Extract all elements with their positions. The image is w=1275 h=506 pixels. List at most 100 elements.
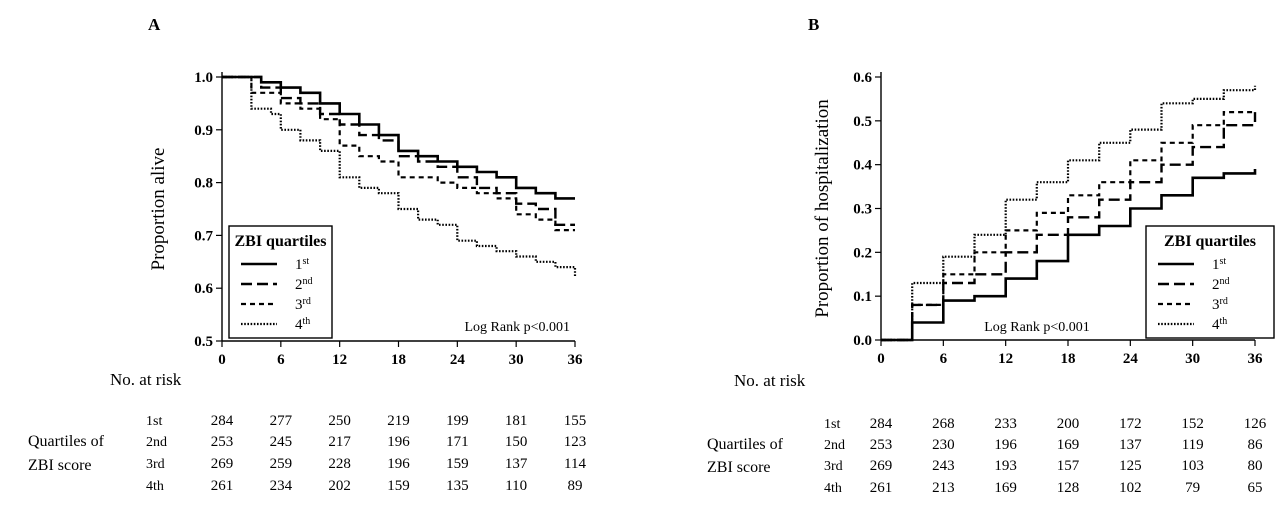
- y-tick-label: 0.9: [194, 123, 213, 139]
- legend-title: ZBI quartiles: [234, 233, 326, 250]
- risk-value: 125: [1119, 458, 1142, 474]
- risk-value: 150: [505, 434, 528, 450]
- risk-value: 152: [1181, 416, 1204, 432]
- risk-value: 269: [870, 458, 893, 474]
- series-line-4th: [222, 75, 577, 278]
- risk-value: 233: [994, 416, 1017, 432]
- x-tick-label: 30: [509, 352, 524, 368]
- risk-value: 219: [387, 413, 410, 429]
- series-line-4th: [881, 85, 1257, 342]
- risk-row-label: 2nd: [146, 435, 167, 450]
- risk-value: 202: [328, 478, 351, 494]
- log-rank-annotation: Log Rank p<0.001: [465, 320, 571, 335]
- y-tick-label: 0.5: [853, 114, 872, 130]
- risk-value: 102: [1119, 480, 1142, 496]
- risk-value: 259: [270, 456, 293, 472]
- y-tick-label: 0.0: [853, 333, 872, 349]
- x-tick-label: 0: [218, 352, 226, 368]
- y-tick-label: 0.5: [194, 334, 213, 350]
- risk-value: 261: [870, 480, 893, 496]
- risk-value: 135: [446, 478, 469, 494]
- legend-entry: 3rd: [1212, 296, 1228, 314]
- y-tick-label: 1.0: [194, 70, 213, 86]
- legend-entry: 1st: [295, 256, 309, 274]
- risk-value: 253: [870, 437, 893, 453]
- x-tick-label: 30: [1185, 351, 1200, 367]
- series-line-1st: [222, 75, 575, 200]
- x-tick-label: 24: [1123, 351, 1139, 367]
- risk-value: 155: [564, 413, 587, 429]
- legend: ZBI quartiles 1st 2nd 3rd 4th: [228, 225, 333, 339]
- risk-row-label: 3rd: [146, 457, 165, 472]
- risk-value: 123: [564, 434, 587, 450]
- risk-row-label: 1st: [824, 417, 840, 432]
- log-rank-annotation: Log Rank p<0.001: [984, 320, 1090, 335]
- legend-entry: 4th: [295, 316, 310, 334]
- y-axis-label: Proportion alive: [148, 148, 169, 271]
- risk-value: 196: [387, 434, 410, 450]
- risk-value: 193: [994, 458, 1017, 474]
- x-tick-label: 6: [940, 351, 948, 367]
- legend-box: [228, 225, 333, 339]
- panel-label: B: [808, 15, 819, 34]
- risk-value: 200: [1057, 416, 1080, 432]
- series-line-3rd: [222, 75, 575, 232]
- risk-value: 126: [1244, 416, 1267, 432]
- risk-row-label: 4th: [824, 481, 842, 496]
- x-tick-label: 6: [277, 352, 285, 368]
- y-tick-label: 0.6: [853, 70, 872, 86]
- legend-entry: 4th: [1212, 316, 1227, 334]
- x-tick-label: 0: [877, 351, 885, 367]
- risk-value: 277: [270, 413, 293, 429]
- risk-value: 213: [932, 480, 955, 496]
- risk-table: No. at risk Quartiles of ZBI score 1st 284 27…: [28, 370, 586, 494]
- risk-value: 253: [211, 434, 234, 450]
- risk-value: 284: [870, 416, 893, 432]
- risk-value: 245: [270, 434, 293, 450]
- risk-value: 89: [568, 478, 583, 494]
- legend-entry: 1st: [1212, 256, 1226, 274]
- risk-value: 65: [1248, 480, 1263, 496]
- risk-value: 80: [1248, 458, 1263, 474]
- y-tick-label: 0.6: [194, 281, 213, 297]
- risk-value: 114: [564, 456, 586, 472]
- y-tick-label: 0.8: [194, 176, 213, 192]
- risk-value: 217: [328, 434, 351, 450]
- risk-value: 157: [1057, 458, 1080, 474]
- y-tick-label: 0.4: [853, 158, 872, 174]
- risk-value: 230: [932, 437, 955, 453]
- risk-row-label: 3rd: [824, 459, 843, 474]
- risk-value: 86: [1248, 437, 1264, 453]
- y-tick-label: 0.7: [194, 228, 213, 244]
- x-tick-label: 18: [1061, 351, 1076, 367]
- y-tick-label: 0.1: [853, 289, 872, 305]
- risk-value: 228: [328, 456, 351, 472]
- risk-value: 196: [994, 437, 1017, 453]
- x-tick-label: 12: [332, 352, 347, 368]
- chart-panel-b: B 0.0 0.1 0.2 0.3 0.4 0.5 0.6 0 6 12 18 24 30 36 Propor…: [707, 15, 1275, 496]
- legend: ZBI quartiles 1st 2nd 3rd 4th: [1145, 225, 1275, 339]
- risk-value: 196: [387, 456, 410, 472]
- risk-table-heading: No. at risk: [110, 370, 182, 389]
- risk-value: 159: [446, 456, 469, 472]
- risk-value: 269: [211, 456, 234, 472]
- x-tick-label: 18: [391, 352, 406, 368]
- panel-label: A: [148, 15, 161, 34]
- legend-entry: 2nd: [1212, 276, 1230, 294]
- y-tick-label: 0.2: [853, 245, 872, 261]
- risk-row-label: 4th: [146, 479, 164, 494]
- risk-value: 234: [270, 478, 293, 494]
- x-tick-label: 36: [568, 352, 584, 368]
- legend-entry: 3rd: [295, 296, 311, 314]
- risk-value: 137: [505, 456, 528, 472]
- risk-value: 171: [446, 434, 469, 450]
- risk-value: 128: [1057, 480, 1080, 496]
- risk-value: 103: [1181, 458, 1204, 474]
- risk-value: 172: [1119, 416, 1142, 432]
- risk-value: 181: [505, 413, 528, 429]
- risk-value: 79: [1185, 480, 1200, 496]
- risk-value: 110: [505, 478, 527, 494]
- risk-value: 169: [1057, 437, 1080, 453]
- x-tick-label: 36: [1248, 351, 1264, 367]
